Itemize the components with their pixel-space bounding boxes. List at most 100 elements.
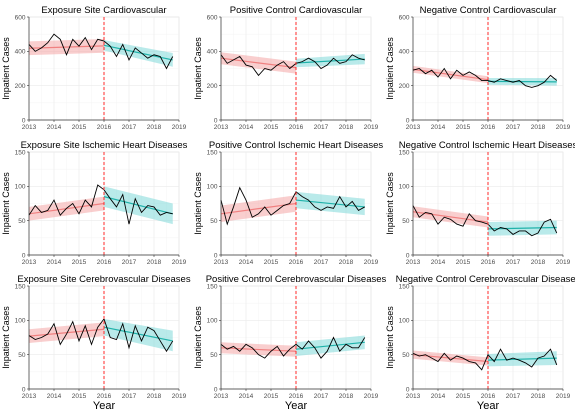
x-tick-label: 2014 [431,393,446,400]
x-tick-label: 2017 [506,393,521,400]
panel-p9: 2013 2014 2015 2016 2017 2018 2019 0 50 100 150Neg… [385,274,575,400]
x-tick-label: 2014 [47,393,62,400]
x-tick-label: 2019 [556,259,571,266]
y-tick-label: 50 [18,352,26,359]
y-tick-label: 0 [22,252,26,259]
x-tick-label: 2019 [172,259,187,266]
post-intervention-fit-line [295,199,365,208]
x-axis-title-col2: Year [285,400,308,411]
observed-series-line [412,205,558,237]
y-axis-title: Inpatient Cases [193,37,203,100]
y-tick-label: 50 [402,218,410,225]
x-axis-title-col3: Year [477,400,500,411]
x-tick-label: 2015 [264,393,279,400]
x-axis-title-col1: Year [93,400,116,411]
x-tick-label: 2018 [147,259,162,266]
y-axis-title: Inpatient Cases [1,172,11,235]
panel-title: Exposure Site Cerebrovascular Diseases [17,274,190,285]
x-tick-label: 2014 [47,259,62,266]
y-axis-title: Inpatient Cases [193,172,203,235]
x-tick-label: 2019 [172,393,187,400]
x-tick-label: 2013 [22,124,37,131]
x-tick-label: 2016 [481,259,496,266]
x-tick-label: 2013 [214,124,229,131]
y-tick-label: 200 [15,83,26,90]
x-tick-label: 2015 [264,259,279,266]
x-tick-label: 2014 [431,124,446,131]
panel-p8: 2013 2014 2015 2016 2017 2018 2019 0 50 100 150Pos… [193,274,387,400]
x-tick-label: 2018 [531,393,546,400]
y-tick-label: 600 [207,14,218,21]
x-tick-label: 2015 [264,124,279,131]
x-tick-label: 2016 [481,393,496,400]
x-tick-label: 2018 [339,124,354,131]
observed-series-line [28,33,174,70]
y-tick-label: 50 [210,218,218,225]
y-tick-label: 0 [22,117,26,124]
y-tick-label: 0 [406,252,410,259]
pre-intervention-fit-line [412,68,489,81]
x-tick-label: 2017 [122,259,137,266]
y-tick-label: 0 [406,386,410,393]
y-tick-label: 200 [399,83,410,90]
panel-p1: 2013 2014 2015 2016 2017 2018 2019 0 200 400 600 Ex… [1,5,187,131]
post-intervention-fit-line [295,341,365,350]
y-axis-title: Inpatient Cases [385,37,395,100]
y-tick-label: 100 [399,318,410,325]
x-tick-label: 2015 [72,259,87,266]
observed-series-line [412,348,558,371]
panel-title: Exposure Site Ischemic Heart Diseases [21,140,188,151]
x-tick-label: 2017 [314,124,329,131]
y-tick-label: 200 [207,83,218,90]
y-tick-label: 150 [207,283,218,290]
y-axis-title: Inpatient Cases [385,172,395,235]
x-tick-label: 2013 [22,393,37,400]
x-tick-label: 2018 [147,124,162,131]
panel-p5: 2013 2014 2015 2016 2017 2018 2019 0 50 100 150Pos… [193,140,383,266]
y-tick-label: 150 [207,149,218,156]
y-tick-label: 0 [214,117,218,124]
x-tick-label: 2013 [406,259,421,266]
x-tick-label: 2013 [406,124,421,131]
panel-title: Exposure Site Cardiovascular [41,5,166,16]
panel-p3: 2013 2014 2015 2016 2017 2018 2019 0 200 400 600 Ne… [385,5,571,131]
x-tick-label: 2015 [72,393,87,400]
x-tick-label: 2015 [456,259,471,266]
panel-p6: 2013 2014 2015 2016 2017 2018 2019 0 50 100 150Neg… [385,140,575,266]
x-tick-label: 2019 [556,124,571,131]
x-tick-label: 2015 [456,124,471,131]
x-tick-label: 2016 [289,259,304,266]
panel-p7: 2013 2014 2015 2016 2017 2018 2019 0 50 100 150Exp… [1,274,191,400]
x-tick-label: 2017 [314,393,329,400]
x-tick-label: 2019 [364,393,379,400]
x-tick-label: 2014 [431,259,446,266]
y-tick-label: 150 [15,149,26,156]
panel-title: Positive Control Cardiovascular [230,5,363,16]
y-tick-label: 150 [399,283,410,290]
x-tick-label: 2017 [506,259,521,266]
y-tick-label: 0 [22,386,26,393]
post-intervention-fit-line [103,44,173,61]
x-tick-label: 2014 [239,393,254,400]
pre-intervention-fit-line [28,328,105,337]
x-tick-label: 2016 [289,393,304,400]
observed-series-line [28,184,173,225]
pre-intervention-fit-line [412,354,489,363]
x-tick-label: 2018 [531,124,546,131]
x-tick-label: 2018 [339,393,354,400]
y-tick-label: 100 [207,184,218,191]
y-tick-label: 0 [406,117,410,124]
pre-intervention-fit-line [220,347,297,352]
y-tick-label: 0 [214,386,218,393]
x-tick-label: 2017 [506,124,521,131]
panel-p4: 2013 2014 2015 2016 2017 2018 2019 0 50 100 150Exp… [1,140,188,266]
y-tick-label: 0 [214,252,218,259]
x-tick-label: 2016 [97,124,112,131]
y-tick-label: 150 [399,149,410,156]
y-tick-label: 50 [210,352,218,359]
x-tick-label: 2019 [556,393,571,400]
observed-series-line [220,54,365,77]
y-tick-label: 100 [399,184,410,191]
post-intervention-fit-line [487,80,557,83]
